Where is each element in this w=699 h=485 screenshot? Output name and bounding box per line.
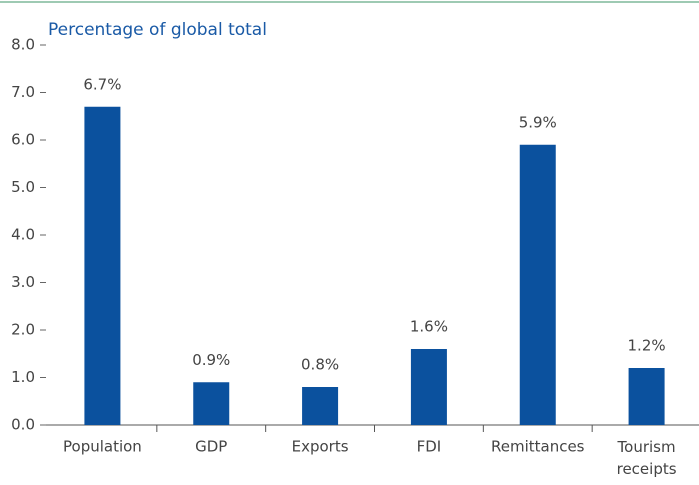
x-tick-label: FDI: [417, 438, 442, 456]
value-label: 0.8%: [301, 356, 339, 374]
chart-title: Percentage of global total: [48, 20, 267, 40]
value-label: 1.6%: [410, 318, 448, 336]
x-tick-label: Population: [63, 438, 142, 456]
x-tick-label: Exports: [292, 438, 349, 456]
bar: [410, 349, 447, 425]
y-tick-label: 0.0: [11, 416, 35, 434]
y-tick-label: 6.0: [11, 131, 35, 149]
y-tick-label: 8.0: [11, 36, 35, 54]
y-tick-label: 1.0: [11, 368, 35, 386]
value-label: 1.2%: [628, 337, 666, 355]
y-tick-label: 7.0: [11, 83, 35, 101]
bar: [519, 144, 556, 425]
value-label: 0.9%: [192, 351, 230, 369]
value-label: 6.7%: [83, 75, 121, 93]
y-tick-label: 5.0: [11, 178, 35, 196]
bar: [628, 368, 665, 425]
y-tick-label: 2.0: [11, 321, 35, 339]
bar: [302, 387, 339, 425]
x-tick-label: GDP: [195, 438, 227, 456]
y-tick-label: 3.0: [11, 273, 35, 291]
y-tick-label: 4.0: [11, 226, 35, 244]
bar: [193, 382, 230, 425]
value-label: 5.9%: [519, 113, 557, 131]
x-tick-label: Tourism receipts: [617, 438, 677, 478]
x-tick-label: Remittances: [491, 438, 585, 456]
bar: [84, 106, 121, 425]
